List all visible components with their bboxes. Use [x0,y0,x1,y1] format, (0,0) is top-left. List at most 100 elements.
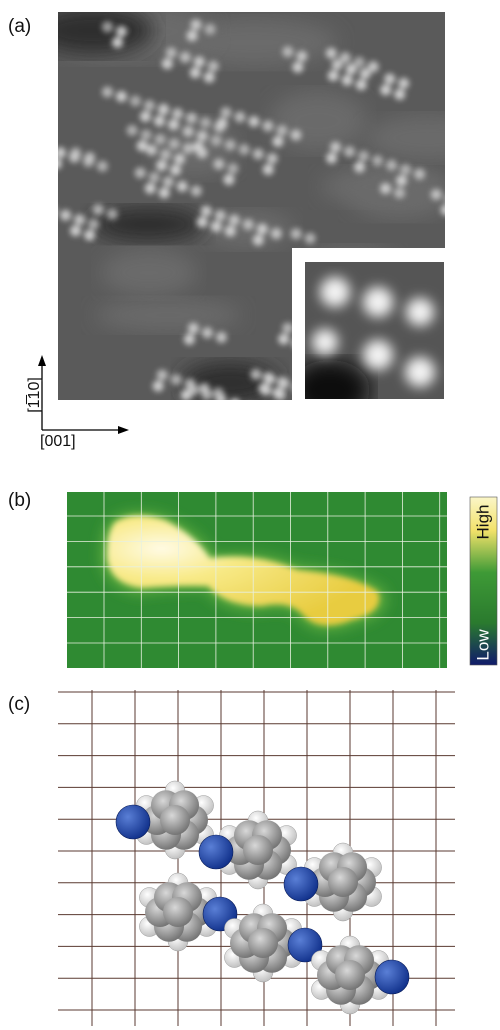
bright-spot [326,152,338,164]
colorbar-label: High [473,505,492,540]
molecule [311,935,410,1015]
bright-spot [74,214,86,226]
bright-spot [276,125,288,137]
bright-spot [296,50,308,62]
bright-spot [158,187,170,199]
blob [312,329,338,355]
bright-spot [223,174,235,186]
bright-spot [216,118,228,130]
molecule [224,903,323,983]
bright-spot [214,210,226,222]
bright-spot [266,153,278,165]
bright-spot [162,176,174,188]
bright-spot [187,384,199,396]
bright-spot [256,223,268,235]
inset-dark [305,360,370,399]
bright-spot [228,214,240,226]
axis-label: [001] [40,433,76,450]
bright-spot [386,159,398,171]
bright-spot [201,389,213,400]
bright-spot [242,219,254,231]
panel-label: (a) [8,16,31,37]
nitrogen [374,959,410,995]
bright-spot [161,58,173,70]
blob [320,277,350,307]
bright-spot [148,171,160,183]
bright-spot [70,225,82,237]
bright-spot [400,164,412,176]
bright-spot [440,204,445,216]
bright-spot [248,116,260,128]
bright-spot [459,198,470,209]
bright-spot [207,60,219,72]
bright-spot [258,382,270,394]
bright-spot [292,61,304,73]
bright-spot [174,153,186,165]
bright-spot [193,56,205,68]
bright-spot [172,108,184,120]
bright-spot [160,149,172,161]
bright-spot [92,204,104,216]
blob [363,287,393,317]
nitrogen [287,927,323,963]
bright-spot [152,380,164,392]
bright-spot [282,322,294,334]
bright-spot [231,398,239,400]
bright-spot [398,77,410,89]
bright-spot [304,232,316,244]
bright-spot [176,180,188,192]
bright-spot [200,117,212,129]
bright-spot [183,333,195,345]
stm-features [58,12,470,418]
bright-spot [140,129,152,141]
bright-spot [257,407,268,418]
shade [269,91,367,151]
bright-spot [210,221,222,233]
bright-spot [243,403,254,414]
carbon [328,867,358,897]
molecule [115,780,214,860]
bright-spot [224,225,236,237]
shade [95,298,241,332]
bright-spot [252,234,264,246]
bright-spot [179,51,191,63]
colorbar-label: Low [473,629,492,661]
bright-spot [380,182,392,194]
bright-spot [276,376,288,388]
bright-spot [394,187,406,199]
molecules [115,780,410,1015]
bright-spot [278,333,290,345]
bright-spot [290,129,302,141]
bright-spot [238,144,250,156]
bright-spot [325,47,337,59]
bright-spot [345,63,357,75]
bright-spot [139,111,151,123]
shade [365,115,445,161]
axis-label: [1̅10] [25,377,43,413]
bright-spot [282,46,294,58]
bright-spot [111,36,123,48]
blob [406,298,434,326]
bright-spot [372,155,384,167]
carbon [163,897,193,927]
bright-spot [444,197,445,201]
bright-spot [168,119,180,131]
bright-spot [187,322,199,334]
bright-spot [290,228,302,240]
bright-spot [367,61,379,73]
bright-spot [101,21,113,33]
bright-spot [186,30,198,42]
bright-spot [115,25,127,37]
bright-spot [70,147,82,159]
bright-spot [213,158,225,170]
bright-spot [227,163,239,175]
bright-spot [262,164,274,176]
bright-spot [158,103,170,115]
bright-spot [327,70,339,82]
bright-spot [136,140,148,152]
carbon [335,960,365,990]
bright-spot [201,327,213,339]
bright-spot [262,120,274,132]
carbon [160,805,190,835]
